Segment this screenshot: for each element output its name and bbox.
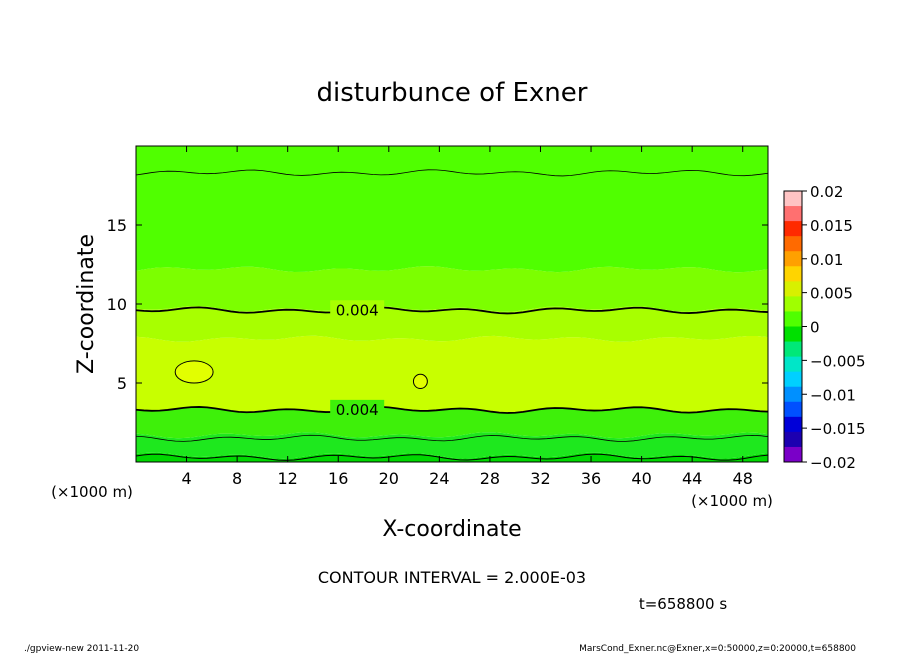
contour-band-5 (136, 266, 768, 312)
colorbar-segment-17 (784, 446, 802, 463)
colorbar-tick-label-7: −0.015 (810, 420, 866, 438)
colorbar-segment-2 (784, 221, 802, 237)
footer-left-text: ./gpview-new 2011-11-20 (24, 644, 139, 654)
colorbar-tick-label-4: 0 (810, 319, 820, 337)
time-text: t=658800 s (639, 595, 727, 613)
closed-contour-0 (174, 360, 214, 384)
contour-line-1 (135, 434, 769, 442)
contour-label-bg-1 (330, 399, 385, 418)
colorbar-tick-label-5: −0.005 (810, 352, 866, 370)
contour-line-3 (135, 306, 769, 315)
x-tick-label-10: 44 (682, 469, 702, 488)
contour-band-4 (136, 305, 768, 342)
colorbar-segment-4 (784, 251, 802, 267)
colorbar-tick-label-2: 0.01 (810, 251, 843, 269)
y-axis-label: Z-coordinate (74, 234, 99, 374)
x-tick-label-2: 12 (278, 469, 298, 488)
contour-line-4 (135, 169, 769, 177)
colorbar-segment-1 (784, 206, 802, 222)
colorbar-segment-9 (784, 326, 802, 343)
colorbar-segment-10 (784, 341, 802, 358)
contour-line-2 (135, 405, 769, 414)
colorbar-segment-13 (784, 386, 802, 403)
contour-band-6 (136, 146, 768, 273)
contour-lines: 0.004 0.004 (135, 169, 769, 461)
x-tick-label-5: 24 (429, 469, 449, 488)
contour-band-3 (136, 335, 768, 413)
colorbar-tick-label-3: 0.005 (810, 285, 853, 303)
y-tick-label-1: 10 (107, 295, 127, 314)
colorbar-segment-3 (784, 236, 802, 252)
contour-label-0: 0.004 (336, 301, 379, 319)
x-tick-label-3: 16 (328, 469, 348, 488)
contour-line-0 (135, 453, 769, 461)
footer-right-text: MarsCond_Exner.nc@Exner,x=0:50000,z=0:20… (579, 644, 856, 654)
colorbar-tick-label-6: −0.01 (810, 386, 856, 404)
colorbar-tick-label-1: 0.015 (810, 217, 853, 235)
colorbar-segment-7 (784, 296, 802, 312)
colorbar-tick-label-0: 0.02 (810, 183, 843, 201)
x-tick-label-1: 8 (232, 469, 242, 488)
contour-band-2 (136, 406, 768, 439)
x-tick-label-0: 4 (181, 469, 191, 488)
chart-title: disturbunce of Exner (317, 78, 588, 108)
colorbar-segment-15 (784, 416, 802, 433)
x-tick-label-11: 48 (733, 469, 753, 488)
x-tick-label-8: 36 (581, 469, 601, 488)
plot-area (136, 146, 768, 462)
y-tick-label-2: 15 (107, 216, 127, 235)
contour-band-1 (136, 432, 768, 459)
x-tick-label-7: 32 (530, 469, 550, 488)
contour-interval-text: CONTOUR INTERVAL = 2.000E-03 (318, 568, 586, 587)
colorbar-segment-11 (784, 356, 802, 373)
colorbar-segment-6 (784, 281, 802, 297)
x-axis: 4 8 12 16 20 24 28 32 36 40 44 48 (181, 146, 753, 488)
closed-contour-1 (412, 373, 428, 390)
x-tick-label-4: 20 (379, 469, 399, 488)
x-axis-unit: (×1000 m) (691, 492, 773, 510)
colorbar-tick-label-8: −0.02 (810, 454, 856, 472)
colorbar: 0.02 0.015 0.01 0.005 0 −0.005 −0.01 −0.015 −0.0… (783, 183, 866, 472)
y-axis-unit: (×1000 m) (51, 483, 133, 501)
y-axis: 5 10 15 (107, 216, 768, 393)
colorbar-segment-5 (784, 266, 802, 282)
contour-label-1: 0.004 (336, 401, 379, 419)
colorbar-segment-12 (784, 371, 802, 388)
x-axis-label: X-coordinate (382, 517, 521, 542)
colorbar-segment-16 (784, 431, 802, 448)
colorbar-segment-14 (784, 401, 802, 418)
x-tick-label-6: 28 (480, 469, 500, 488)
contour-label-bg-0 (330, 300, 385, 319)
y-tick-label-0: 5 (117, 374, 127, 393)
x-tick-label-9: 40 (631, 469, 651, 488)
colorbar-segment-8 (784, 311, 802, 327)
colorbar-segment-0 (784, 191, 802, 207)
